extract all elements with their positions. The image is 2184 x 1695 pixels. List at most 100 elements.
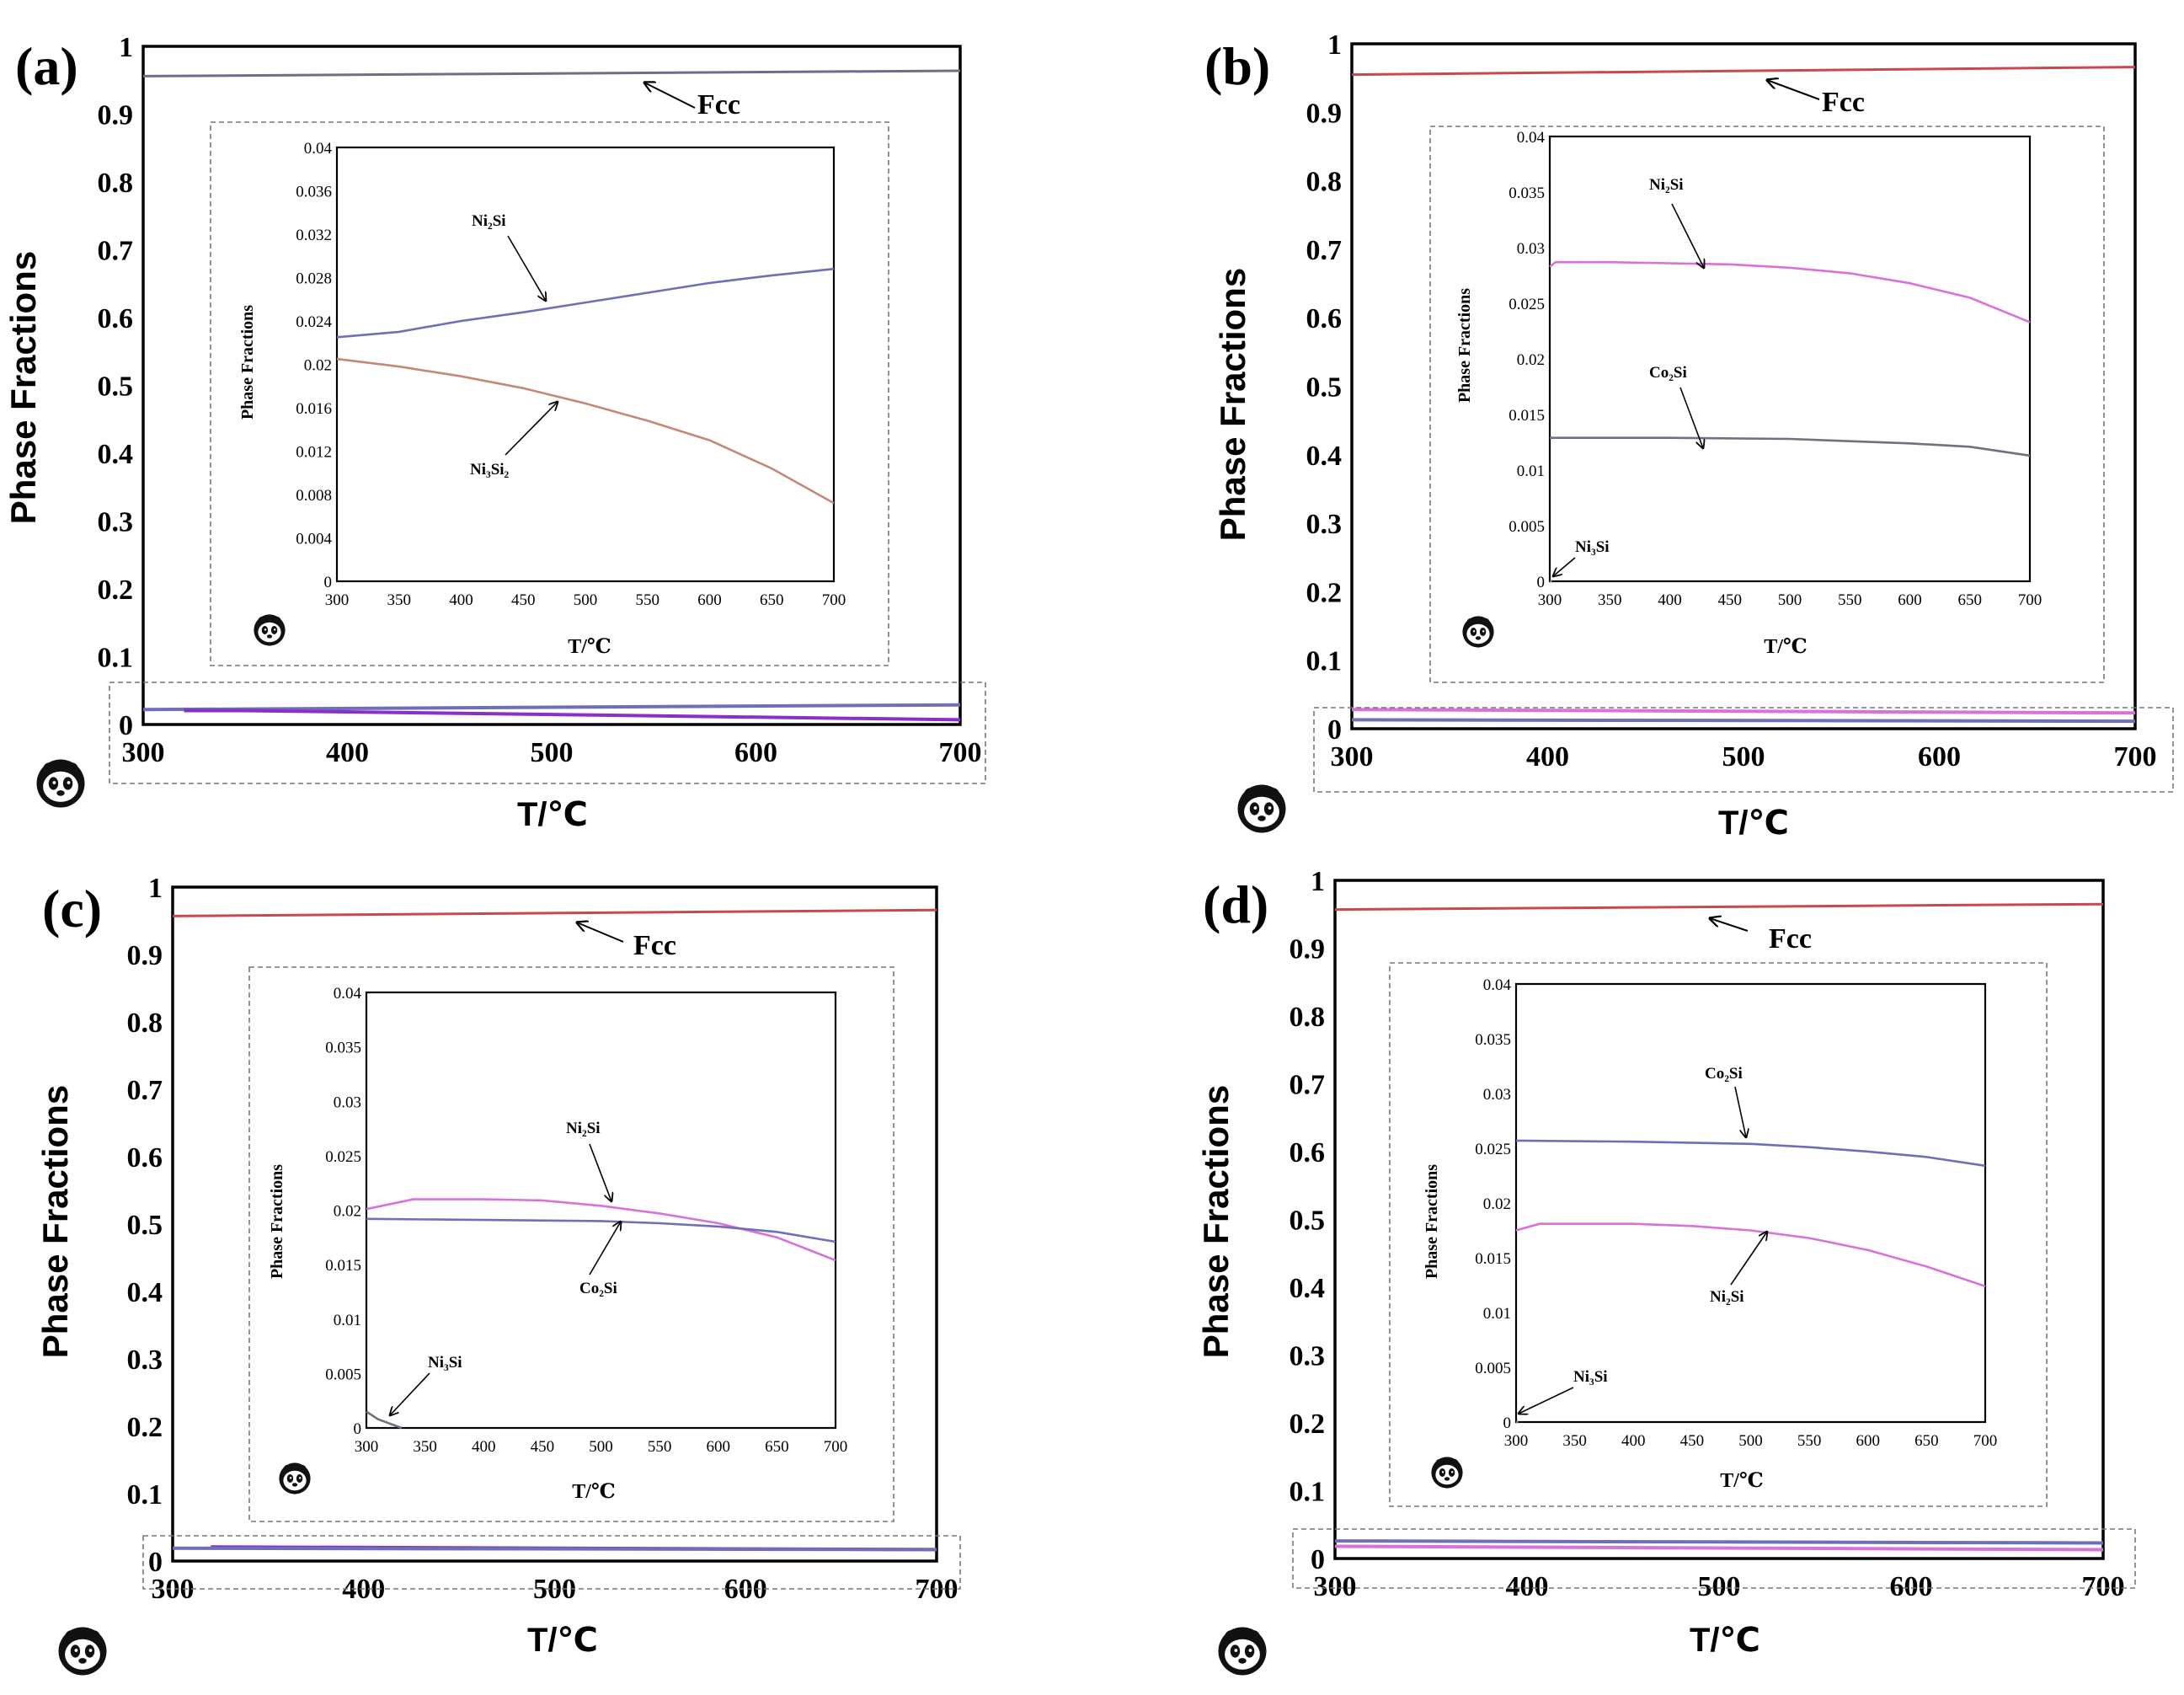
panda-logo-icon (1218, 1627, 1267, 1676)
y-tick-label: 1 (148, 873, 163, 904)
inset-x-tick-label: 450 (1718, 591, 1743, 609)
inset-x-tick-label: 600 (707, 1438, 731, 1456)
inset-x-tick-label: 500 (1738, 1432, 1763, 1450)
x-tick-label: 400 (1506, 1571, 1549, 1602)
inset-x-tick-label: 400 (449, 591, 473, 609)
panda-logo-icon-inset (279, 1462, 311, 1494)
inset-y-tick-label: 0.016 (296, 400, 332, 418)
inset-y-tick-label: 0.01 (1483, 1305, 1511, 1323)
inset-y-tick-label: 0.04 (304, 140, 333, 158)
inset-series-line-co2si (1550, 436, 2031, 457)
inset-label-arrow (589, 1143, 611, 1201)
y-axis-title: Phase Fractions (1196, 1085, 1236, 1358)
inset-y-tick-label: 0.024 (296, 313, 332, 331)
inset-y-tick-label: 0.025 (1509, 296, 1545, 313)
inset-series-label: Ni₂Si (566, 1120, 601, 1137)
inset-x-tick-label: 500 (1778, 591, 1802, 609)
y-tick-label: 0.4 (1290, 1273, 1326, 1304)
y-axis-title: Phase Fractions (1213, 268, 1252, 541)
y-tick-label: 0.3 (98, 507, 134, 538)
inset-y-tick-label: 0.01 (334, 1312, 361, 1329)
x-tick-label: 600 (1918, 741, 1961, 773)
inset-y-tick-label: 0.04 (334, 985, 362, 1003)
fcc-label: Fcc (1822, 87, 1865, 118)
inset-y-tick-label: 0.005 (325, 1366, 361, 1383)
y-tick-label: 0.6 (98, 303, 134, 334)
y-tick-label: 0.5 (98, 372, 134, 403)
inset-x-tick-label: 600 (1898, 591, 1922, 609)
y-tick-label: 0.7 (127, 1075, 163, 1106)
series-line-co2si (172, 1546, 937, 1552)
y-tick-label: 0.6 (127, 1142, 163, 1174)
series-line-fcc (172, 908, 937, 917)
inset-y-tick-label: 0.04 (1483, 976, 1512, 994)
inset-x-tick-label: 300 (1538, 591, 1562, 609)
inset-x-tick-label: 700 (822, 591, 846, 609)
y-tick-label: 0.7 (98, 236, 134, 267)
inset-label-arrow (505, 402, 558, 456)
inset-series-line-ni3si2 (336, 357, 835, 505)
fcc-arrow (577, 922, 624, 943)
y-tick-label: 0 (148, 1547, 163, 1578)
inset-series-line-co2si (366, 1217, 836, 1243)
inset-series-line-ni2si (1549, 260, 2031, 323)
inset-x-tick-label: 450 (531, 1438, 555, 1456)
y-tick-label: 0.2 (1290, 1409, 1326, 1440)
inset-y-tick-label: 0.035 (325, 1040, 361, 1057)
panda-logo-icon-inset (254, 614, 286, 646)
y-tick-label: 0.8 (1290, 1002, 1326, 1033)
inset-dashed-frame (1389, 962, 2048, 1507)
inset-y-tick-label: 0.03 (1517, 240, 1545, 258)
main-plot-frame (142, 45, 962, 726)
inset-series-line-co2si (1515, 1139, 1986, 1168)
panel-label: (b) (1204, 36, 1270, 96)
main-plot-frame (171, 885, 938, 1563)
x-axis-title: T/℃ (1718, 805, 1789, 842)
inset-x-tick-label: 450 (1680, 1432, 1705, 1450)
series-line-fcc (142, 69, 961, 78)
inset-series-label: Ni₃Si (428, 1354, 462, 1372)
x-tick-label: 300 (1331, 741, 1374, 773)
inset-y-tick-label: 0.012 (296, 444, 332, 462)
inset-y-axis-title: Phase Fractions (1455, 288, 1474, 403)
inset-series-line-ni2si (1515, 1222, 1986, 1288)
inset-x-tick-label: 500 (589, 1438, 613, 1456)
inset-series-label: Co₂Si (1705, 1065, 1743, 1083)
inset-y-tick-label: 0.02 (334, 1203, 361, 1221)
y-tick-label: 0.8 (1306, 167, 1343, 198)
fcc-label: Fcc (633, 930, 676, 961)
inset-x-tick-label: 550 (648, 1438, 672, 1456)
inset-plot-frame (1548, 135, 2032, 583)
y-tick-label: 0.5 (1290, 1206, 1326, 1237)
y-tick-label: 0.1 (1306, 646, 1343, 677)
inset-label-arrow (507, 235, 546, 301)
fcc-arrow (644, 83, 696, 109)
inset-y-tick-label: 0.032 (296, 227, 332, 244)
inset-x-tick-label: 350 (1562, 1432, 1587, 1450)
fcc-arrow (1767, 80, 1820, 100)
inset-y-tick-label: 0.03 (1483, 1086, 1511, 1104)
x-tick-label: 700 (2114, 741, 2157, 773)
x-axis-title: T/℃ (1690, 1622, 1760, 1659)
inset-series-label: Ni₂Si (1649, 176, 1684, 194)
inset-x-tick-label: 700 (1973, 1432, 1998, 1450)
inset-x-tick-label: 650 (765, 1438, 789, 1456)
y-tick-label: 0.2 (98, 575, 134, 606)
inset-y-tick-label: 0.02 (1517, 351, 1545, 369)
inset-x-axis-title: T/℃ (572, 1481, 615, 1503)
x-tick-label: 300 (1314, 1571, 1357, 1602)
series-line-ni3si2 (184, 708, 961, 722)
inset-plot-frame (335, 146, 836, 583)
inset-label-arrow (1553, 557, 1576, 576)
y-tick-label: 0.8 (98, 168, 134, 199)
y-tick-label: 0.7 (1306, 235, 1343, 266)
x-tick-label: 700 (939, 737, 982, 768)
series-line-co2si (1351, 718, 2136, 724)
panda-logo-icon-inset (1462, 616, 1494, 648)
inset-x-tick-label: 550 (636, 591, 660, 609)
inset-x-tick-label: 350 (413, 1438, 437, 1456)
inset-y-axis-title: Phase Fractions (238, 305, 257, 420)
y-tick-label: 1 (119, 32, 133, 63)
inset-x-tick-label: 300 (1504, 1432, 1529, 1450)
y-tick-label: 1 (1311, 866, 1325, 897)
